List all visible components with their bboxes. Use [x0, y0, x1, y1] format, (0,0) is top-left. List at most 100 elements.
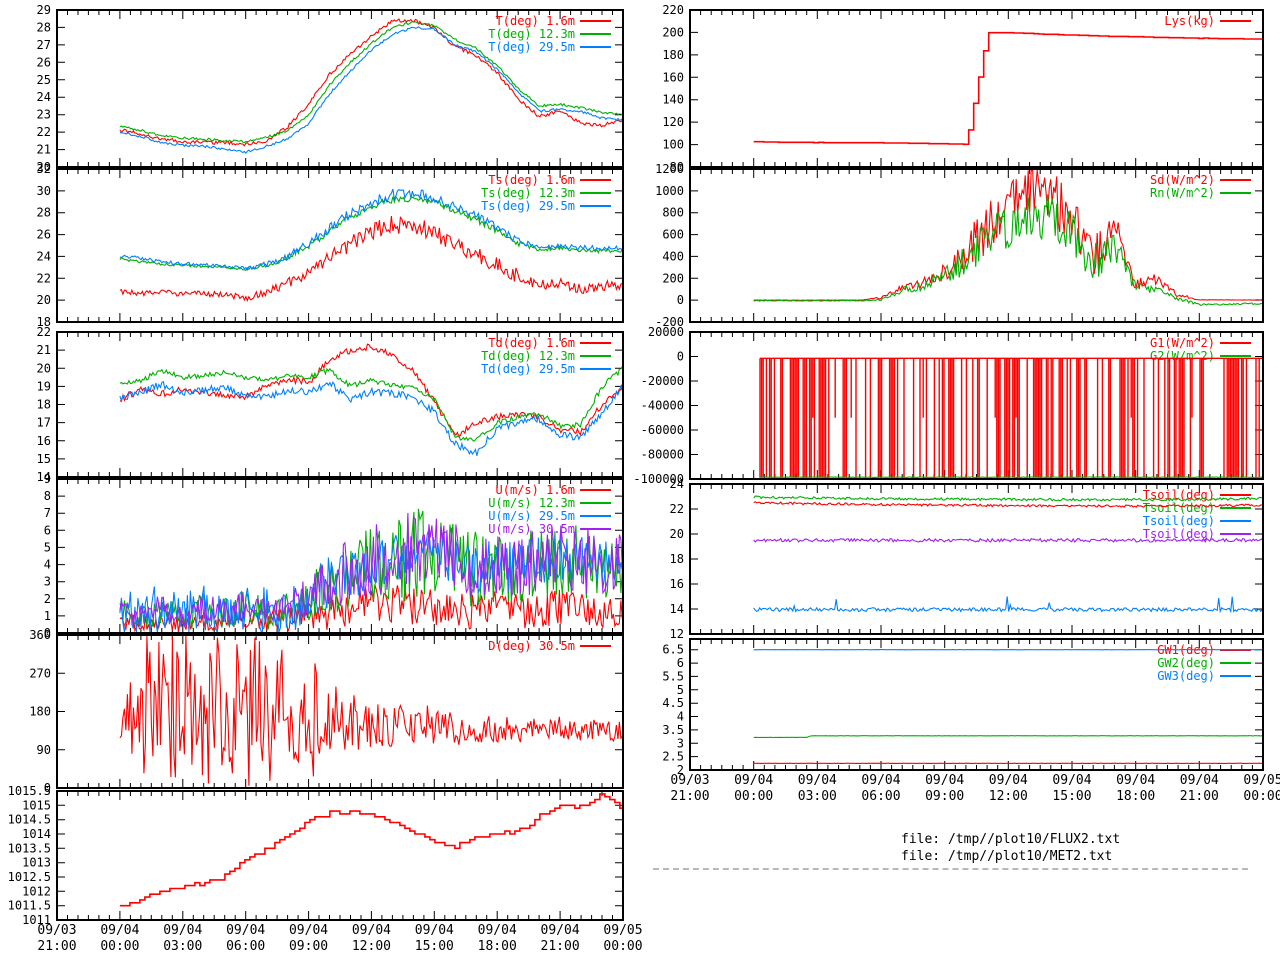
- plot-border: [689, 9, 1264, 168]
- plot-border: [56, 9, 624, 168]
- x-ticks: [700, 640, 1253, 769]
- chart-wind-direction: 0 90 180 270 360 D(deg) 30.5m: [29, 628, 624, 795]
- series-group: [759, 357, 1262, 478]
- y-tick-label: 160: [662, 70, 684, 84]
- y-tick-label: 1014: [22, 827, 51, 841]
- plot-border: [56, 634, 624, 789]
- series-group: [119, 793, 622, 907]
- chart-pressure: 10111011.510121012.510131013.510141014.5…: [8, 784, 643, 954]
- y-tick-label: 400: [662, 249, 684, 263]
- y-tick-label: 24: [37, 90, 51, 104]
- series-dew-point-1: [119, 366, 622, 442]
- chart-lysimeter: 80 100 120 140 160 180 200 220 Lys(kg): [662, 3, 1264, 174]
- x-tick-label-date: 09/05: [603, 923, 642, 938]
- y-tick-label: 22: [37, 125, 51, 139]
- series-sonic-temperature-2: [119, 188, 622, 272]
- y-tick-label: 20: [670, 527, 684, 541]
- source-file-label-flux: file: /tmp//plot10/FLUX2.txt: [901, 832, 1121, 847]
- y-tick-label: 21: [37, 143, 51, 157]
- y-tick-label: 8: [44, 489, 51, 503]
- x-ticks: [700, 11, 1253, 166]
- y-tick-label: 26: [37, 55, 51, 69]
- series-group: [119, 18, 622, 154]
- y-tick-label: 12: [670, 627, 684, 641]
- y-tick-label: 2.5: [662, 750, 684, 764]
- y-tick-label: 24: [670, 477, 684, 491]
- series-wind-speed-2: [119, 529, 622, 632]
- legend-label: T(deg) 1.6m: [496, 14, 575, 28]
- y-tick-label: 4: [44, 558, 51, 572]
- series-lysimeter-0: [753, 31, 1262, 146]
- x-ticks: [67, 792, 613, 919]
- y-ticks: [58, 790, 622, 921]
- series-wind-direction-0: [119, 636, 622, 786]
- legend-label: Tsoil(deg): [1143, 514, 1215, 528]
- x-tick-label-date: 09/04: [289, 923, 328, 938]
- legend-label: U(m/s) 12.3m: [488, 496, 575, 510]
- legend-label: G1(W/m^2): [1150, 336, 1215, 350]
- series-group: [119, 343, 622, 456]
- x-tick-label-time: 21:00: [1180, 789, 1219, 804]
- series-wind-speed-1: [119, 508, 622, 630]
- legend-label: Td(deg) 1.6m: [488, 336, 575, 350]
- x-tick-label-time: 09:00: [925, 789, 964, 804]
- y-tick-label: 29: [37, 3, 51, 17]
- plot-border: [56, 478, 624, 634]
- x-tick-label-time: 15:00: [415, 939, 454, 954]
- plot-border: [689, 331, 1264, 480]
- x-tick-label-date: 09/04: [226, 923, 265, 938]
- x-ticks: [67, 333, 613, 476]
- chart-air-temperature: 20 21 22 23 24 25 26 27 28 29 T(deg) 1.6mT(deg) 12…: [37, 3, 624, 174]
- y-tick-label: 600: [662, 228, 684, 242]
- x-tick-label-date: 09/04: [861, 773, 900, 788]
- series-soil-temperature-1: [753, 495, 1262, 502]
- y-ticks: [58, 634, 622, 789]
- y-ticks: [58, 9, 622, 168]
- y-tick-label: 360: [29, 628, 51, 642]
- legend-label: Ts(deg) 1.6m: [488, 173, 575, 187]
- y-tick-label: 24: [37, 249, 51, 263]
- y-tick-label: 1000: [655, 184, 684, 198]
- y-tick-label: 5: [677, 683, 684, 697]
- series-air-temperature-0: [119, 18, 622, 147]
- y-tick-label: 18: [670, 552, 684, 566]
- x-tick-label-time: 00:00: [1243, 789, 1280, 804]
- x-tick-label-time: 21:00: [37, 939, 76, 954]
- y-tick-label: 1015: [22, 798, 51, 812]
- legend-label: U(m/s) 29.5m: [488, 509, 575, 523]
- series-wind-speed-3: [119, 512, 622, 628]
- series-soil-heat-flux-1: [760, 476, 1262, 478]
- x-ticks: [67, 636, 613, 787]
- y-tick-label: 3.5: [662, 723, 684, 737]
- x-tick-label-date: 09/04: [541, 923, 580, 938]
- plot-border: [56, 331, 624, 478]
- legend-label: U(m/s) 30.5m: [488, 522, 575, 536]
- y-tick-label: 220: [662, 3, 684, 17]
- x-tick-label-date: 09/04: [1116, 773, 1155, 788]
- chart-radiation: -200 0 200 400 600 800 1000 1200 Sd(W/m^2)Rn(W/m…: [655, 162, 1264, 329]
- x-tick-label-date: 09/04: [1052, 773, 1091, 788]
- series-sonic-temperature-1: [119, 195, 622, 272]
- y-tick-label: -40000: [641, 399, 684, 413]
- y-tick-label: 22: [37, 325, 51, 339]
- y-ticks: [691, 9, 1262, 168]
- x-tick-label-date: 09/04: [478, 923, 517, 938]
- y-tick-label: 21: [37, 343, 51, 357]
- chart-soil-temperature: 12141618202224Tsoil(deg)Tsoil(deg)Tsoil(…: [670, 477, 1264, 641]
- x-tick-label-time: 18:00: [478, 939, 517, 954]
- chart-ground-water: 22.533.544.555.566.509/0321:0009/0400:00…: [662, 638, 1280, 804]
- y-tick-label: 28: [37, 206, 51, 220]
- x-tick-label-time: 15:00: [1052, 789, 1091, 804]
- y-tick-label: 6: [677, 656, 684, 670]
- series-sonic-temperature-0: [119, 215, 622, 302]
- y-tick-label: 1012: [22, 884, 51, 898]
- y-tick-label: 2: [44, 592, 51, 606]
- x-tick-label-date: 09/04: [163, 923, 202, 938]
- y-tick-label: 1011: [22, 913, 51, 927]
- x-tick-label-date: 09/05: [1243, 773, 1280, 788]
- y-tick-label: 25: [37, 73, 51, 87]
- y-tick-label: -20000: [641, 374, 684, 388]
- y-tick-label: 32: [37, 162, 51, 176]
